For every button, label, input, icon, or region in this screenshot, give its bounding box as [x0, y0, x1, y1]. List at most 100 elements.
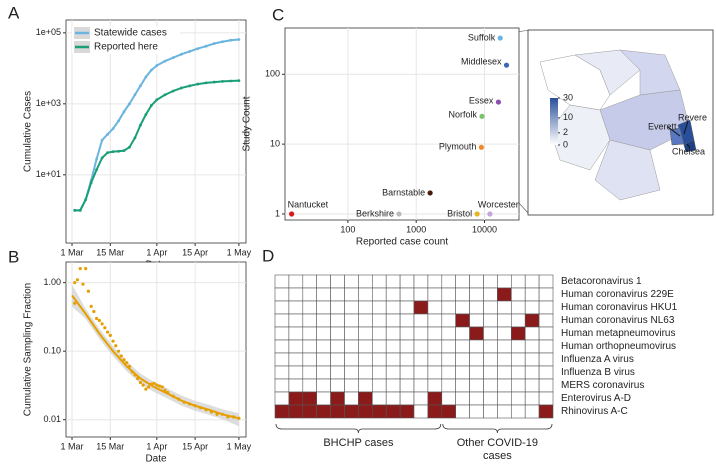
data-point	[503, 62, 510, 68]
heat-cell	[510, 326, 526, 341]
data-point	[427, 190, 433, 196]
data-point	[73, 301, 77, 305]
heat-cell	[455, 300, 470, 315]
heat-cell	[510, 378, 526, 393]
y-tick-label: 1.00	[43, 277, 61, 287]
row-label: Human coronavirus NL63	[561, 315, 675, 326]
heat-cell	[538, 274, 554, 289]
heat-cell	[344, 300, 359, 315]
heat-cell	[344, 404, 359, 419]
heat-cell	[538, 313, 554, 328]
data-point	[204, 408, 208, 412]
heat-cell	[413, 274, 429, 289]
heat-cell	[385, 404, 401, 419]
row-label: Enterovirus A-D	[561, 393, 631, 404]
heat-cell	[288, 274, 304, 289]
heat-cell	[497, 365, 512, 380]
data-point	[103, 326, 107, 330]
data-point	[237, 38, 241, 41]
heat-cell	[524, 339, 540, 354]
data-point	[289, 211, 295, 217]
heat-cell	[510, 300, 526, 315]
heat-cell	[413, 339, 429, 354]
heat-cell	[427, 365, 443, 380]
point-label: Worcester	[478, 199, 519, 209]
data-point	[100, 322, 104, 326]
heat-cell	[455, 391, 470, 406]
point-label: Suffolk	[468, 32, 496, 42]
data-point	[152, 381, 156, 385]
heat-cell	[413, 287, 429, 302]
fit-line	[71, 294, 240, 420]
panel-letter: D	[262, 246, 274, 265]
data-point	[122, 358, 126, 362]
point-label: Bristol	[447, 208, 472, 218]
data-point	[180, 52, 183, 56]
heat-cell	[385, 287, 401, 302]
data-point	[163, 388, 167, 392]
x-tick-label: 1 Apr	[146, 441, 167, 451]
heat-cell	[483, 378, 498, 393]
data-point	[495, 99, 502, 105]
data-point	[130, 370, 134, 374]
heat-cell	[441, 313, 456, 328]
heat-cell	[371, 352, 387, 367]
heat-cell	[385, 391, 401, 406]
heat-cell	[330, 404, 345, 419]
heat-cell	[302, 339, 317, 354]
heat-cell	[538, 365, 554, 380]
heat-cell	[510, 339, 526, 354]
data-point	[474, 211, 480, 217]
point-label: Nantucket	[288, 199, 329, 209]
heat-cell	[274, 326, 290, 341]
heat-cell	[399, 313, 415, 328]
heat-cell	[288, 378, 304, 393]
group-label: BHCHP cases	[323, 437, 394, 449]
data-point	[136, 376, 140, 381]
heat-cell	[510, 365, 526, 380]
heat-cell	[330, 365, 345, 380]
heat-cell	[316, 339, 331, 354]
heat-cell	[358, 287, 373, 302]
heat-cell	[538, 339, 554, 354]
row-label: Betacoronavirus 1	[561, 276, 642, 287]
heat-cell	[441, 300, 456, 315]
place-pointer	[683, 120, 689, 135]
heat-cell	[358, 300, 373, 315]
data-point	[155, 64, 159, 67]
heat-cell	[344, 352, 359, 367]
data-point	[78, 208, 82, 212]
heat-cell	[427, 300, 443, 315]
x-tick-label: 100	[340, 224, 355, 234]
y-axis-label: Cumulative Sampling Fraction	[23, 283, 34, 416]
heat-cell	[441, 326, 456, 341]
heat-cell	[385, 339, 401, 354]
data-point	[215, 412, 219, 416]
x-tick-label: 15 Apr	[182, 441, 208, 451]
data-point	[144, 75, 148, 79]
heat-cell	[371, 326, 387, 341]
data-point	[138, 380, 143, 385]
heat-cell	[316, 378, 331, 393]
row-label: Human metapneumovirus	[561, 328, 676, 339]
heat-cell	[344, 339, 359, 354]
point-label: Plymouth	[439, 142, 477, 152]
heat-cell	[455, 339, 470, 354]
row-label: MERS coronavirus	[561, 380, 644, 391]
y-tick-label: 1e+03	[36, 98, 61, 108]
heat-cell	[497, 326, 512, 341]
heat-cell	[469, 274, 484, 289]
data-point	[188, 49, 192, 53]
heat-cell	[316, 313, 331, 328]
heat-cell	[427, 287, 443, 302]
heat-cell	[399, 391, 415, 406]
data-point	[127, 364, 132, 368]
place-label: Everett	[648, 121, 677, 131]
heat-cell	[358, 326, 373, 341]
heat-cell	[302, 404, 317, 419]
heat-cell	[358, 404, 373, 419]
heat-cell	[302, 378, 317, 393]
data-point	[237, 416, 241, 420]
heat-cell	[316, 404, 331, 419]
